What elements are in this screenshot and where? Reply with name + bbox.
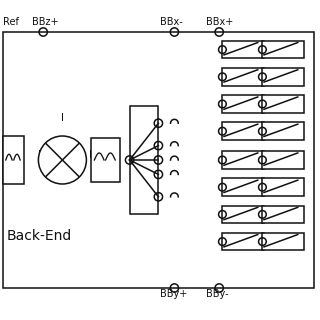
- Text: Back-End: Back-End: [6, 229, 72, 243]
- Bar: [262, 206, 304, 223]
- Bar: [130, 106, 158, 214]
- Text: I: I: [61, 113, 64, 123]
- Bar: [91, 138, 120, 182]
- Text: L: L: [38, 150, 44, 160]
- Bar: [3, 32, 314, 288]
- Text: BBx-: BBx-: [160, 17, 183, 27]
- Bar: [222, 179, 264, 196]
- Text: BBy+: BBy+: [160, 289, 187, 299]
- Text: BBx+: BBx+: [206, 17, 234, 27]
- Bar: [222, 206, 264, 223]
- Bar: [262, 122, 304, 140]
- Circle shape: [38, 136, 86, 184]
- Bar: [222, 122, 264, 140]
- Bar: [262, 68, 304, 85]
- Bar: [222, 233, 264, 250]
- Bar: [262, 179, 304, 196]
- Bar: [222, 41, 264, 58]
- Bar: [222, 68, 264, 85]
- Text: BBz+: BBz+: [32, 17, 59, 27]
- Bar: [222, 95, 264, 113]
- Text: BBy-: BBy-: [206, 289, 229, 299]
- Bar: [262, 151, 304, 169]
- Bar: [262, 233, 304, 250]
- Text: R: R: [89, 150, 96, 160]
- Bar: [222, 151, 264, 169]
- Bar: [3, 136, 24, 184]
- Text: Ref: Ref: [3, 17, 19, 27]
- Bar: [262, 41, 304, 58]
- Bar: [262, 95, 304, 113]
